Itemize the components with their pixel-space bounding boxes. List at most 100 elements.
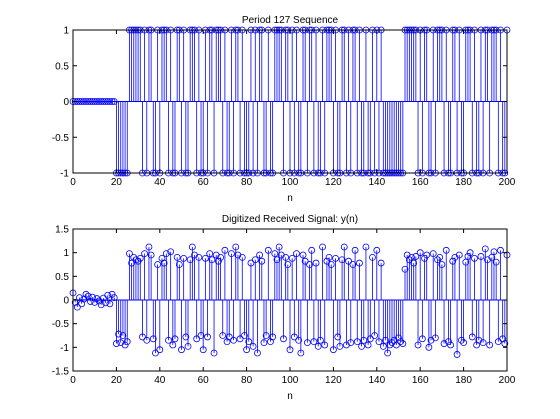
stem-marker [460, 339, 468, 347]
stem-marker [486, 341, 494, 349]
stem-marker [165, 336, 172, 344]
stem-marker [434, 256, 441, 264]
stem-marker [271, 250, 279, 258]
stem-marker [149, 335, 157, 343]
stem-marker [373, 246, 381, 254]
stem-marker [115, 330, 122, 338]
x-tick-label: 20 [111, 177, 123, 188]
stem-marker [91, 98, 99, 105]
stem-marker [110, 294, 118, 302]
stem-marker [458, 336, 465, 344]
y-tick-label: 1 [63, 26, 69, 37]
stem-marker [78, 98, 86, 105]
stem-marker [256, 251, 264, 259]
y-tick-label: -1 [60, 169, 69, 180]
y-tick-label: -0.5 [52, 133, 70, 144]
stem-marker [104, 98, 112, 105]
stem-marker [173, 253, 181, 261]
stem-marker [295, 336, 303, 344]
stem-marker [167, 248, 175, 256]
stem-marker [323, 257, 331, 265]
stem-marker [401, 265, 409, 273]
stem-marker [197, 332, 205, 339]
stem-marker [208, 256, 216, 264]
stem-marker [421, 254, 428, 262]
x-tick-label: 60 [198, 375, 210, 386]
stem-marker [360, 336, 368, 344]
stem-marker [147, 251, 155, 259]
stem-marker [418, 335, 426, 343]
stem-marker [245, 338, 253, 346]
axes-title: Period 127 Sequence [242, 15, 339, 26]
stem-marker [141, 250, 149, 258]
x-tick-label: 100 [282, 375, 299, 386]
stem-marker [466, 249, 474, 257]
stem-marker [258, 257, 266, 265]
stem-marker [71, 98, 79, 105]
stem-marker [273, 256, 281, 264]
stem-marker [414, 341, 422, 349]
stem-marker [230, 336, 237, 344]
x-tick-label: 20 [111, 375, 123, 386]
stem-marker [182, 333, 190, 341]
stem-marker [249, 342, 257, 350]
stem-marker [468, 333, 476, 341]
stem-marker [492, 258, 500, 266]
stem-marker [84, 98, 92, 105]
stem-marker [106, 98, 114, 105]
x-tick-label: 160 [412, 375, 429, 386]
y-tick-label: -1 [60, 343, 69, 354]
stem-marker [384, 349, 392, 357]
stem-marker [455, 251, 463, 259]
x-tick-label: 80 [241, 177, 253, 188]
stem-marker [442, 246, 450, 254]
stem-marker [102, 299, 109, 307]
stem-marker [399, 340, 407, 347]
x-tick-label: 160 [412, 177, 429, 188]
stem-marker [462, 258, 470, 266]
stem-marker [477, 253, 485, 260]
stem-marker [110, 98, 118, 105]
stem-marker [319, 243, 326, 251]
stem-marker [99, 98, 107, 105]
y-tick-label: 0.5 [55, 61, 69, 72]
stem-marker [290, 333, 298, 341]
stem-marker [154, 261, 162, 268]
stem-marker [353, 338, 361, 346]
stem-marker [336, 342, 344, 350]
stem-marker [338, 256, 346, 264]
stem-marker [95, 98, 103, 105]
stem-marker [490, 248, 498, 256]
stem-marker [479, 339, 487, 347]
x-tick-label: 40 [154, 375, 166, 386]
stem-marker [132, 256, 140, 264]
stem-marker [329, 346, 337, 354]
stem-marker [97, 301, 105, 309]
stem-marker [410, 259, 418, 267]
stem-marker [80, 98, 88, 105]
stem-marker [180, 254, 188, 262]
x-tick-label: 0 [70, 375, 76, 386]
stem-marker [314, 342, 322, 350]
stem-marker [241, 332, 248, 339]
x-tick-label: 100 [282, 177, 299, 188]
x-tick-label: 200 [499, 375, 516, 386]
stem-marker [471, 254, 478, 262]
stem-marker [397, 338, 405, 346]
stem-marker [369, 253, 376, 261]
stem-marker [282, 253, 290, 261]
stem-marker [160, 259, 168, 267]
stem-marker [108, 98, 116, 105]
stem-marker [123, 338, 131, 346]
stem-marker [288, 254, 296, 262]
stem-marker [201, 254, 209, 262]
stem-marker [162, 250, 170, 258]
stem-marker [130, 253, 138, 261]
stem-marker [204, 333, 211, 341]
stem-marker [193, 335, 201, 343]
stem-marker [262, 332, 270, 339]
stem-marker [82, 290, 90, 298]
stem-marker [379, 342, 387, 350]
stem-marker [425, 343, 433, 351]
stem-marker [501, 340, 509, 347]
